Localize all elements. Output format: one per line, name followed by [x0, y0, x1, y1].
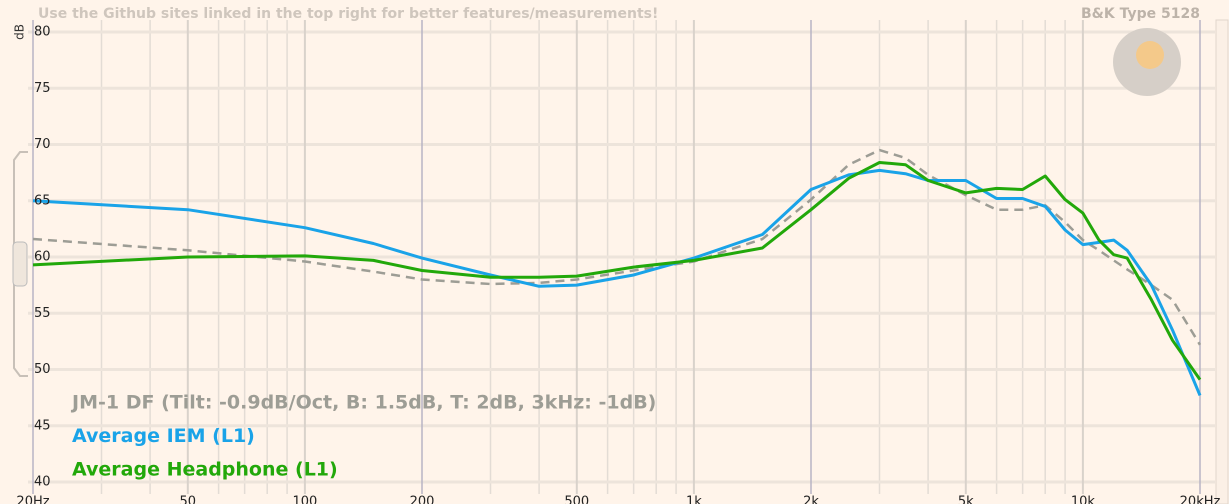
x-tick-label: 1k	[686, 495, 702, 504]
y-axis-label: dB	[13, 24, 27, 40]
x-tick-label: 20kHz	[1180, 495, 1221, 504]
legend-entry: Average Headphone (L1)	[72, 459, 338, 481]
y-tick-label: 45	[34, 418, 51, 433]
x-tick-label: 100	[292, 495, 317, 504]
y-tick-label: 55	[34, 306, 51, 321]
series-line	[32, 168, 1202, 396]
legend-entry: JM-1 DF (Tilt: -0.9dB/Oct, B: 1.5dB, T: …	[70, 392, 656, 414]
plot	[32, 148, 1202, 396]
range-handle[interactable]	[12, 241, 28, 287]
x-tick-label: 20Hz	[16, 495, 49, 504]
y-tick-label: 75	[34, 81, 51, 96]
x-tick-label: 2k	[803, 495, 819, 504]
x-tick-label: 200	[410, 495, 435, 504]
y-tick-label: 80	[34, 25, 51, 40]
y-tick-label: 40	[34, 475, 51, 490]
x-tick-label: 500	[564, 495, 589, 504]
notice: Use the Github sites linked in the top r…	[38, 6, 658, 22]
y-tick-label: 50	[34, 362, 51, 377]
logo-art	[1136, 41, 1164, 69]
rig-label: B&K Type 5128	[1081, 6, 1200, 22]
legend-entry: Average IEM (L1)	[72, 425, 255, 447]
y-tick-label: 70	[34, 137, 51, 152]
series-line	[32, 161, 1202, 381]
series-line	[32, 148, 1202, 346]
legend: JM-1 DF (Tilt: -0.9dB/Oct, B: 1.5dB, T: …	[70, 392, 656, 481]
scroll-edge	[1215, 19, 1229, 504]
x-tick-label: 50	[180, 495, 197, 504]
y-tick-label: 65	[34, 193, 51, 208]
y-tick-label: 60	[34, 250, 51, 265]
x-tick-label: 10k	[1071, 495, 1096, 504]
grid	[28, 20, 1215, 494]
x-tick-label: 5k	[958, 495, 974, 504]
